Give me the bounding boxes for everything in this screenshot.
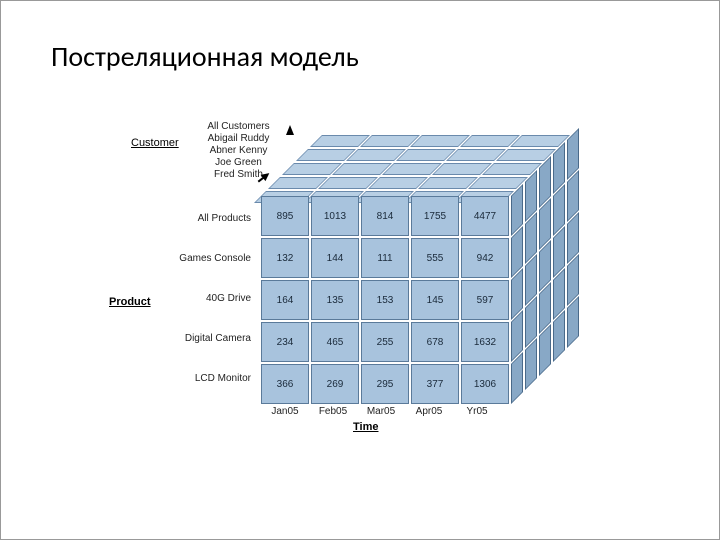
customer-value: Joe Green	[191, 157, 286, 169]
olap-cube-diagram: Customer All Customers Abigail Ruddy Abn…	[121, 121, 641, 501]
customer-value: Fred Smith	[191, 169, 286, 181]
cube-cell: 269	[311, 364, 359, 404]
cube-cell: 144	[311, 238, 359, 278]
product-values: All Products Games Console 40G Drive Dig…	[146, 199, 251, 399]
cube-cell: 377	[411, 364, 459, 404]
page-title: Постреляционная модель	[51, 39, 359, 74]
cube-cell: 1632	[461, 322, 509, 362]
time-value: Apr05	[405, 406, 453, 417]
time-values: Jan05 Feb05 Mar05 Apr05 Yr05	[261, 406, 501, 417]
cube-cell: 895	[261, 196, 309, 236]
cube-cell: 4477	[461, 196, 509, 236]
customer-value: Abner Kenny	[191, 145, 286, 157]
cube-front-face: 895 1013 814 1755 4477 132 144 111 555 9…	[261, 196, 509, 404]
product-value: 40G Drive	[146, 279, 251, 319]
cube-cell: 597	[461, 280, 509, 320]
time-value: Yr05	[453, 406, 501, 417]
product-axis-label: Product	[109, 296, 151, 308]
cube-cell: 555	[411, 238, 459, 278]
product-value: Digital Camera	[146, 319, 251, 359]
time-value: Mar05	[357, 406, 405, 417]
time-axis-label: Time	[353, 421, 378, 433]
cube-cell: 366	[261, 364, 309, 404]
cube-cell: 132	[261, 238, 309, 278]
cube-cell: 1755	[411, 196, 459, 236]
cube-cell: 1013	[311, 196, 359, 236]
cube-cell: 111	[361, 238, 409, 278]
cube-cell: 678	[411, 322, 459, 362]
cube-cell: 295	[361, 364, 409, 404]
product-value: All Products	[146, 199, 251, 239]
customer-value: All Customers	[191, 121, 286, 133]
cube-cell: 153	[361, 280, 409, 320]
cube-cell: 234	[261, 322, 309, 362]
customer-value: Abigail Ruddy	[191, 133, 286, 145]
product-value: LCD Monitor	[146, 359, 251, 399]
customer-axis-label: Customer	[131, 137, 179, 149]
cube-cell: 255	[361, 322, 409, 362]
cube-cell: 164	[261, 280, 309, 320]
cube-cell: 1306	[461, 364, 509, 404]
customer-values: All Customers Abigail Ruddy Abner Kenny …	[191, 121, 286, 181]
customer-axis-arrow	[286, 125, 294, 135]
time-value: Jan05	[261, 406, 309, 417]
cube-cell: 465	[311, 322, 359, 362]
product-value: Games Console	[146, 239, 251, 279]
time-value: Feb05	[309, 406, 357, 417]
cube-cell: 814	[361, 196, 409, 236]
cube-cell: 942	[461, 238, 509, 278]
cube-cell: 135	[311, 280, 359, 320]
cube-cell: 145	[411, 280, 459, 320]
